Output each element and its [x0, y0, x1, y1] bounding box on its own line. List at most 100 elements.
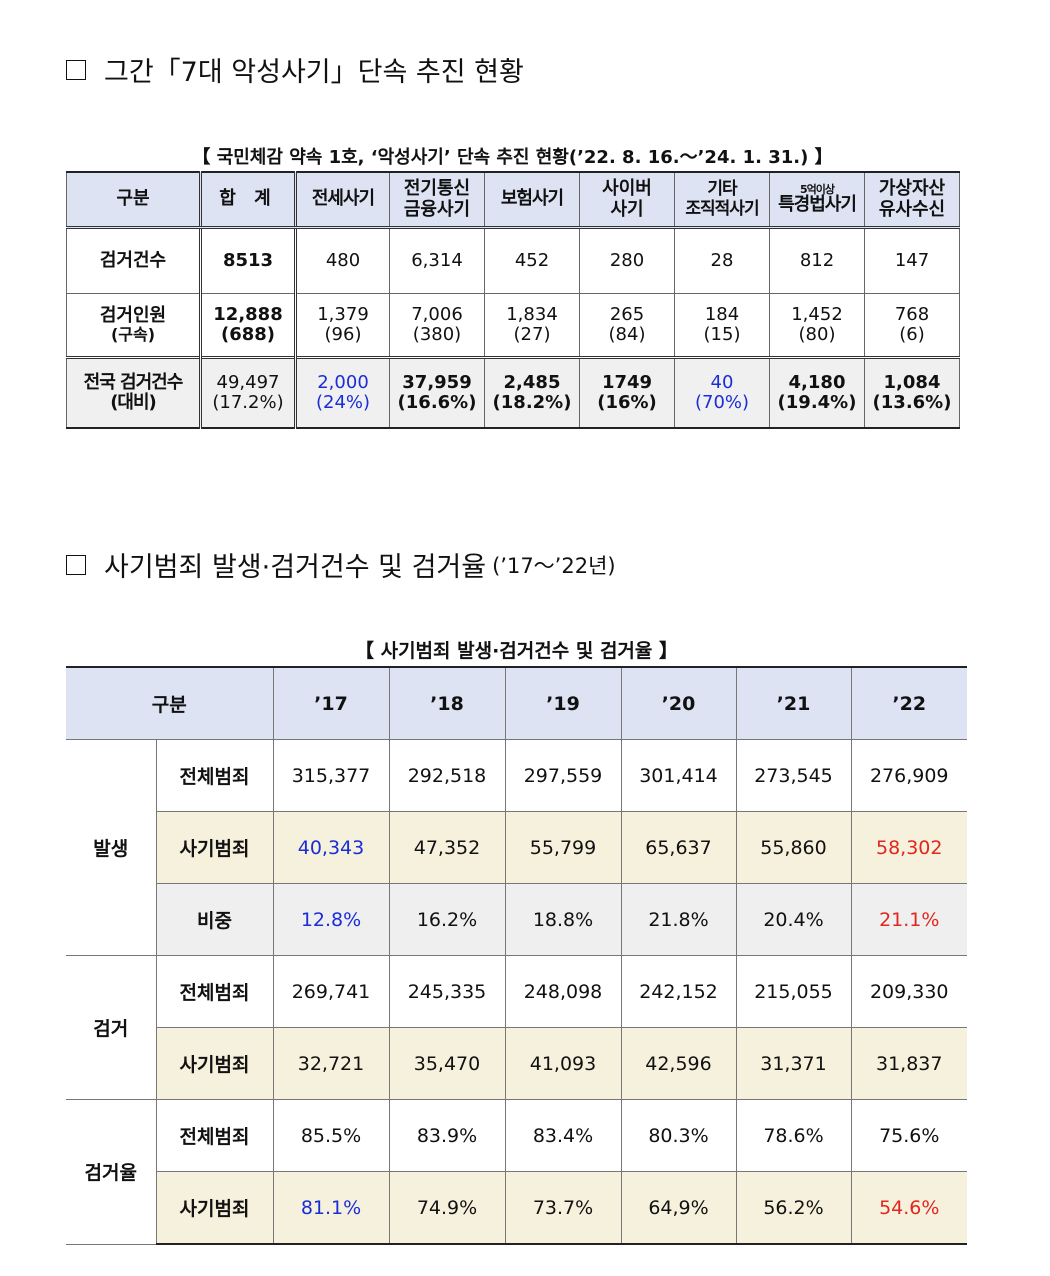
cell: 768 (6)	[864, 293, 960, 358]
cell: 54.6%	[850, 1171, 967, 1245]
cell: 83.4%	[504, 1099, 622, 1172]
header-insurance: 보험사기	[484, 171, 580, 229]
cell: 16.2%	[388, 883, 506, 956]
cell: 75.6%	[850, 1099, 967, 1172]
cell: 12.8%	[272, 883, 390, 956]
table1-caption: 【 국민체감 약속 1호, ‘악성사기’ 단속 추진 현황(’22. 8. 16…	[192, 147, 833, 168]
section1-heading: 그간「7대 악성사기」단속 추진 현황	[66, 50, 524, 89]
cell: 6,314	[389, 227, 485, 294]
table-row: 검거인원 (구속) 12,888 (688) 1,379 (96) 7,006 (380…	[66, 293, 960, 358]
cell: 1,084 (13.6%)	[864, 356, 960, 429]
row-label: 사기범죄	[156, 1027, 274, 1100]
cell-value: 1,834	[506, 303, 558, 325]
cell-value: 37,959	[402, 371, 472, 393]
cell: 81.1%	[272, 1171, 390, 1245]
row-label-main: 검거인원	[99, 304, 167, 326]
cell: 269,741	[272, 955, 390, 1028]
table-row: 비중 12.8% 16.2% 18.8% 21.8% 20.4% 21.1%	[66, 883, 967, 956]
cell: 276,909	[850, 739, 967, 812]
cell-subvalue: (6)	[899, 324, 925, 345]
cell: 74.9%	[388, 1171, 506, 1245]
table-row: 검거율 전체범죄 85.5% 83.9% 83.4% 80.3% 78.6% 7…	[66, 1099, 967, 1245]
row-label: 전체범죄	[155, 1099, 274, 1172]
table1-header-row: 구분 합 계 전세사기 전기통신 금융사기 보험사기 사이버 사기 기타 조직적…	[66, 171, 960, 229]
cell-subvalue: (18.2%)	[492, 392, 572, 413]
cell: 78.6%	[735, 1099, 852, 1172]
header-year: ’20	[620, 666, 737, 740]
row-label: 검거인원 (구속)	[66, 293, 201, 358]
header-year: ’19	[504, 666, 622, 740]
cell-subvalue: (84)	[608, 324, 646, 345]
cell: 8513	[199, 227, 296, 294]
header-special-law: 5억이상 특경법사기	[769, 171, 865, 229]
cell-subvalue: (70%)	[694, 392, 750, 413]
cell: 40 (70%)	[674, 356, 770, 429]
cell: 147	[864, 227, 960, 294]
row-label-sub: (구속)	[110, 325, 156, 345]
cell: 28	[674, 227, 770, 294]
cell-value: 768	[894, 303, 930, 325]
header-crypto: 가상자산 유사수신	[864, 171, 960, 229]
section2-heading-text: 사기범죄 발생·검거건수 및 검거율	[104, 552, 487, 583]
cell: 452	[484, 227, 580, 294]
checkbox-icon	[66, 59, 86, 80]
header-organized: 기타 조직적사기	[674, 171, 770, 229]
row-label: 사기범죄	[156, 1171, 274, 1245]
row-label: 사기범죄	[156, 811, 274, 884]
header-jeonse: 전세사기	[294, 171, 390, 229]
table-row: 전국 검거건수 (대비) 49,497 (17.2%) 2,000 (24%) 37,…	[66, 356, 960, 429]
cell: 40,343	[272, 811, 390, 884]
cell: 21.1%	[850, 883, 967, 956]
cell: 292,518	[388, 739, 506, 812]
cell-subvalue: (24%)	[315, 392, 371, 413]
cell-subvalue: (27)	[513, 324, 551, 345]
cell-subvalue: (16%)	[597, 392, 657, 413]
table2-caption: 【 사기범죄 발생·검거건수 및 검거율 】	[354, 640, 678, 662]
cell: 1,452 (80)	[769, 293, 865, 358]
cell: 49,497 (17.2%)	[199, 356, 296, 429]
cell-value: 7,006	[411, 303, 463, 325]
cell-value: 184	[704, 303, 740, 325]
cell: 73.7%	[504, 1171, 622, 1245]
table2-header-row: 구분 ’17 ’18 ’19 ’20 ’21 ’22	[66, 666, 967, 740]
cell: 1749 (16%)	[579, 356, 675, 429]
header-year: ’22	[850, 666, 967, 740]
cell: 280	[579, 227, 675, 294]
cell: 85.5%	[272, 1099, 390, 1172]
header-year: ’21	[735, 666, 852, 740]
enforcement-table: 구분 합 계 전세사기 전기통신 금융사기 보험사기 사이버 사기 기타 조직적…	[66, 171, 960, 429]
header-telecom: 전기통신 금융사기	[389, 171, 485, 229]
section2-heading: 사기범죄 발생·검거건수 및 검거율 (’17～’22년)	[66, 545, 616, 584]
cell: 65,637	[620, 811, 737, 884]
cell-value: 1,084	[883, 371, 941, 393]
cell-value: 2,485	[503, 371, 561, 393]
cell-subvalue: (80)	[798, 324, 836, 345]
cell-value: 2,000	[317, 371, 369, 393]
header-total: 합 계	[199, 171, 296, 229]
cell: 1,379 (96)	[294, 293, 390, 358]
cell: 812	[769, 227, 865, 294]
cell: 297,559	[504, 739, 622, 812]
table-row: 사기범죄 32,721 35,470 41,093 42,596 31,371 …	[66, 1027, 967, 1100]
cell-subvalue: (15)	[703, 324, 741, 345]
cell: 184 (15)	[674, 293, 770, 358]
cell: 242,152	[620, 955, 737, 1028]
cell: 20.4%	[735, 883, 852, 956]
cell: 80.3%	[620, 1099, 737, 1172]
group-label: 검거율	[66, 1099, 157, 1245]
cell-subvalue: (16.6%)	[397, 392, 477, 413]
section1-heading-text: 그간「7대 악성사기」단속 추진 현황	[104, 57, 524, 88]
cell: 31,837	[850, 1027, 967, 1100]
table-row: 사기범죄 40,343 47,352 55,799 65,637 55,860 …	[66, 811, 967, 884]
cell: 55,799	[504, 811, 622, 884]
cell-value: 49,497	[216, 371, 280, 393]
cell: 31,371	[735, 1027, 852, 1100]
cell: 7,006 (380)	[389, 293, 485, 358]
row-label-main: 전국 검거건수	[83, 371, 184, 393]
cell: 301,414	[620, 739, 737, 812]
cell: 47,352	[388, 811, 506, 884]
cell: 83.9%	[388, 1099, 506, 1172]
checkbox-icon	[66, 554, 86, 575]
section2-heading-period: (’17～’22년)	[492, 553, 616, 578]
table-row: 사기범죄 81.1% 74.9% 73.7% 64,9% 56.2% 54.6%	[66, 1171, 967, 1245]
